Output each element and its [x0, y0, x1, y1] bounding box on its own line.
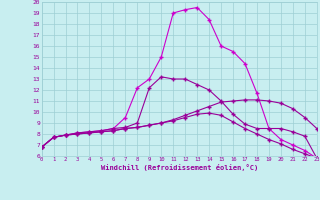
- X-axis label: Windchill (Refroidissement éolien,°C): Windchill (Refroidissement éolien,°C): [100, 164, 258, 171]
